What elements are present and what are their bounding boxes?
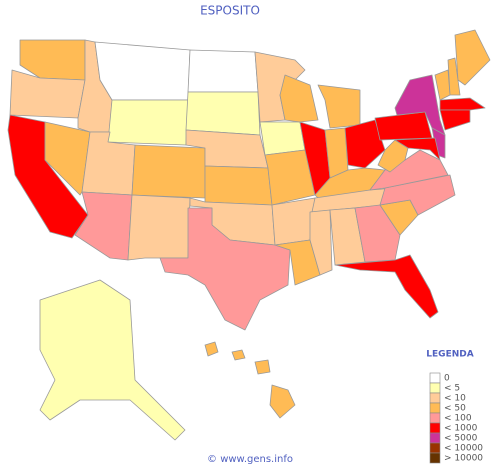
- state: [159, 207, 291, 331]
- legend-label: < 1000: [444, 424, 478, 434]
- legend-label: < 5000: [444, 434, 478, 444]
- state: [271, 197, 316, 246]
- legend-swatch: [429, 392, 441, 404]
- map-title: ESPOSITO: [200, 4, 260, 18]
- state: [131, 144, 206, 199]
- state: [439, 97, 486, 111]
- state: [127, 194, 191, 261]
- state: [185, 91, 261, 136]
- state: [374, 111, 433, 141]
- legend-swatch: [429, 442, 441, 454]
- legend: 0< 5< 10< 50< 100< 1000< 5000< 10000> 10…: [429, 372, 483, 464]
- state: [439, 109, 471, 131]
- legend-label: 0: [444, 374, 450, 384]
- state: [344, 119, 386, 169]
- state: [379, 174, 456, 216]
- legend-label: > 10000: [444, 454, 483, 464]
- legend-label: < 5: [444, 384, 460, 394]
- legend-label: < 50: [444, 404, 466, 414]
- state: [354, 204, 401, 263]
- state: [334, 254, 439, 319]
- state: [274, 239, 321, 286]
- state: [94, 41, 191, 101]
- state: [394, 137, 441, 161]
- legend-label: < 10000: [444, 444, 483, 454]
- state: [107, 99, 189, 146]
- legend-swatch: [429, 422, 441, 434]
- state: [454, 29, 491, 86]
- legend-label: < 100: [444, 414, 472, 424]
- legend-swatch: [429, 452, 441, 464]
- state: [279, 74, 319, 123]
- legend-label: < 10: [444, 394, 466, 404]
- state: [204, 341, 219, 357]
- state: [309, 209, 333, 276]
- legend-swatch: [429, 372, 441, 384]
- state: [74, 191, 133, 261]
- state: [19, 39, 86, 81]
- state: [447, 57, 461, 96]
- state: [231, 349, 246, 361]
- state: [269, 384, 296, 419]
- states: [7, 29, 491, 441]
- legend-swatch: [429, 432, 441, 444]
- state: [187, 49, 259, 93]
- state: [434, 69, 451, 101]
- footer: © www.gens.info: [207, 454, 293, 465]
- state: [254, 359, 271, 375]
- state: [44, 121, 91, 196]
- legend-swatch: [429, 412, 441, 424]
- legend-swatch: [429, 402, 441, 414]
- state: [39, 279, 186, 441]
- legend-title: LEGENDA: [426, 350, 473, 360]
- legend-swatch: [429, 382, 441, 394]
- state: [204, 165, 273, 206]
- state: [259, 121, 306, 156]
- state: [317, 84, 361, 129]
- state: [264, 149, 316, 206]
